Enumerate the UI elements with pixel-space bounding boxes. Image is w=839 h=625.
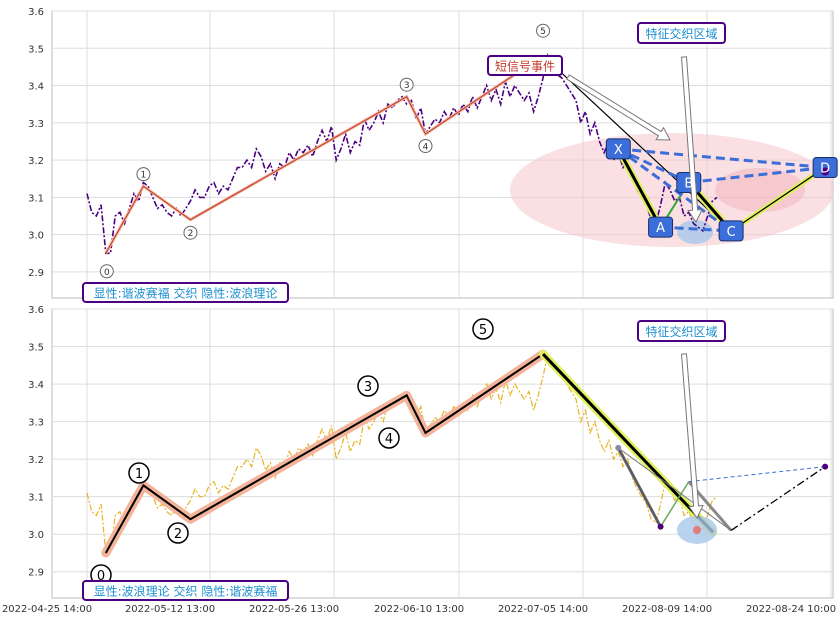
y-tick-label: 3.0 [28, 231, 44, 242]
y-tick-label: 3.1 [28, 493, 44, 504]
wave-marker-label-bottom: 3 [364, 380, 372, 395]
wave-marker-label-bottom: 0 [97, 569, 105, 584]
harmonic-xa-top [616, 147, 663, 229]
harmonic-point-label: C [727, 225, 736, 240]
wave-marker-top [136, 167, 151, 182]
d-point-dot-top [821, 167, 830, 176]
zone-label-bottom-box [637, 320, 726, 342]
y-tick-label: 3.4 [28, 380, 44, 391]
wave-marker-bottom [128, 462, 150, 484]
y-tick-label: 3.2 [28, 156, 44, 167]
harmonic-point-box [605, 138, 631, 160]
wave-5-c-line-bottom [541, 353, 715, 534]
harmonic-ab-bottom [659, 481, 690, 528]
wave-marker-top [399, 77, 414, 92]
c-point-glow [677, 220, 713, 244]
wave-marker-label-top: 0 [104, 268, 110, 278]
y-tick-label: 3.5 [28, 343, 44, 354]
signal-label-top-box [487, 55, 563, 76]
zone-label-bottom: 特征交织区域 [645, 324, 717, 339]
harmonic-point-label: X [614, 143, 623, 158]
wave-marker-label-bottom: 5 [479, 323, 487, 338]
wave-marker-label-bottom: 4 [385, 432, 393, 447]
harmonic-point-box [648, 216, 674, 238]
x-tick-label: 2022-08-09 14:00 [622, 604, 712, 615]
c-point-core-bottom [693, 526, 701, 534]
signal-arrow-top [566, 74, 671, 141]
legend-label-top: 显性:谐波赛福 交织 隐性:波浪理论 [94, 286, 278, 301]
zone-arrow-bottom [680, 353, 704, 519]
x-tick-label: 2022-06-10 13:00 [374, 604, 464, 615]
harmonic-point-label: B [684, 176, 693, 191]
wave-marker-top [99, 264, 114, 279]
zone-arrow-top [680, 56, 703, 223]
wave-marker-label-top: 4 [423, 143, 429, 153]
y-tick-label: 3.1 [28, 193, 44, 204]
y-tick-label: 3.3 [28, 119, 44, 130]
harmonic-dash-top [617, 147, 732, 233]
wave-line-bottom [104, 353, 544, 554]
x-tick-label: 2022-04-25 14:00 [2, 604, 92, 615]
x-tick-label: 2022-05-26 13:00 [249, 604, 339, 615]
harmonic-dot-bottom [822, 463, 829, 470]
x-tick-label: 2022-07-05 14:00 [498, 604, 588, 615]
harmonic-cd-top [730, 166, 826, 232]
harmonic-xa-bottom-core [617, 447, 662, 527]
wave-marker-top [418, 139, 433, 153]
legend-label-bottom: 显性:波浪理论 交织 隐性:谐波赛福 [94, 584, 278, 599]
wave-marker-label-top: 5 [540, 27, 546, 37]
y-tick-label: 2.9 [28, 568, 44, 579]
y-tick-label: 3.3 [28, 418, 44, 429]
wave-marker-top [536, 23, 551, 38]
harmonic-bd-bottom [688, 466, 826, 483]
wave-marker-label-bottom: 2 [174, 527, 182, 542]
y-tick-label: 3.0 [28, 530, 44, 541]
harmonic-xc-bottom [617, 447, 732, 531]
wave-marker-label-top: 1 [141, 171, 147, 181]
wave-marker-bottom [357, 375, 379, 397]
legend-label-bottom-box [82, 580, 289, 601]
marks-layer [82, 22, 838, 601]
y-tick-label: 3.6 [28, 305, 44, 316]
y-tick-label: 3.2 [28, 455, 44, 466]
wave-line-top [105, 55, 544, 254]
x-tick-label: 2022-05-12 13:00 [125, 604, 215, 615]
y-tick-label: 3.4 [28, 82, 44, 93]
wave-marker-label-bottom: 1 [135, 467, 143, 482]
legend-label-top-box [82, 282, 289, 303]
wave-marker-bottom [378, 427, 400, 449]
wave-marker-top [183, 225, 198, 240]
harmonic-dash-top [618, 147, 826, 170]
x-tick-label: 2022-08-24 10:00 [746, 604, 836, 615]
harmonic-dot-bottom [657, 523, 664, 530]
harmonic-point-label: D [820, 162, 830, 177]
zone-label-top-box [637, 22, 726, 44]
y-tick-label: 3.6 [28, 7, 44, 18]
y-tick-label: 3.5 [28, 44, 44, 55]
wave-marker-bottom [472, 318, 494, 340]
y-tick-label: 2.9 [28, 268, 44, 279]
wave-5-c-line-top [542, 55, 732, 232]
text-layer: 3.6 3.5 3.4 3.3 3.2 3.1 3.0 2.9 3.6 3.5 3.4 3.3 3.2 3… [2, 7, 836, 615]
wave-marker-label-top: 2 [188, 229, 194, 239]
panel-frame [51, 308, 834, 599]
harmonic-point-label: A [656, 221, 665, 236]
interweave-zone-core [715, 168, 805, 212]
wave-marker-label-top: 3 [404, 81, 410, 91]
zone-label-top: 特征交织区域 [645, 26, 717, 41]
harmonic-cd-bottom [730, 466, 826, 531]
signal-label-top: 短信号事件 [495, 60, 555, 74]
grid-layer [51, 10, 834, 599]
harmonic-point-box [718, 220, 744, 242]
harmonic-dot-bottom [615, 444, 622, 451]
wave-marker-bottom [167, 522, 189, 544]
harmonic-dash-top [688, 166, 826, 184]
